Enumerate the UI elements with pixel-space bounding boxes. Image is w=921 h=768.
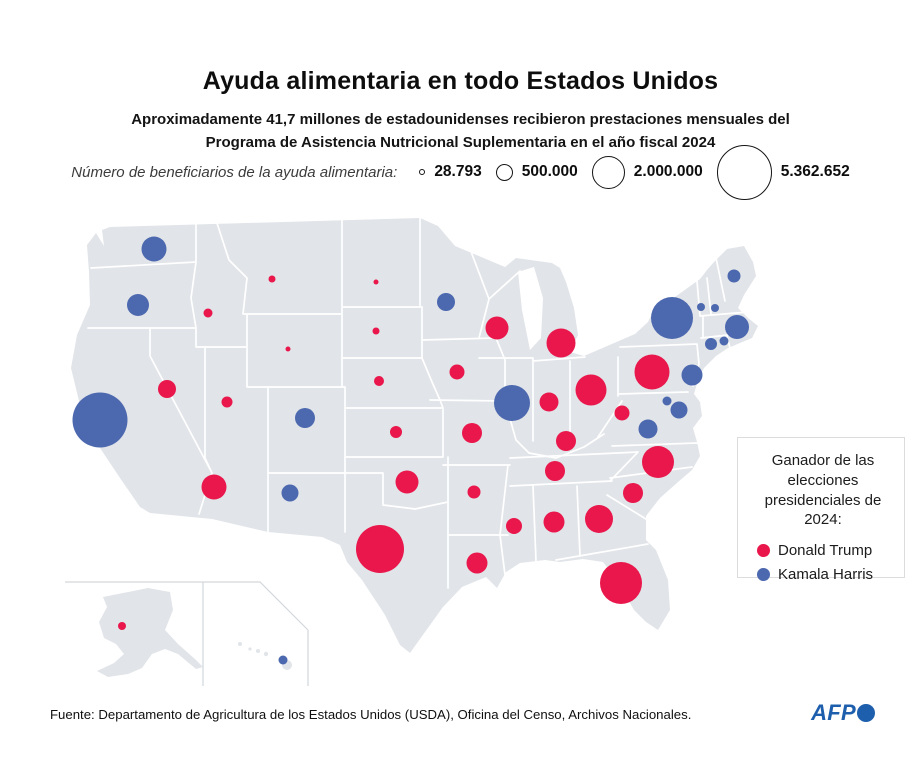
size-circle-max-icon — [716, 144, 772, 200]
bubble-sd — [372, 327, 380, 335]
bubble-az — [201, 474, 227, 500]
bubble-ak — [118, 622, 126, 630]
size-legend-item: 5.362.652 — [716, 144, 850, 200]
bubble-pa — [634, 354, 670, 390]
bubble-hi — [278, 655, 288, 665]
size-circle-icon — [591, 155, 625, 189]
bubble-fl — [600, 562, 642, 604]
bubble-oh — [575, 374, 607, 406]
bubble-ri — [719, 336, 729, 346]
bubble-or — [127, 294, 149, 316]
winner-legend-title: Ganador de las elecciones presidenciales… — [764, 452, 882, 529]
bubble-il — [494, 385, 530, 421]
page-title: Ayuda alimentaria en todo Estados Unidos — [202, 66, 719, 95]
alaska-shape — [97, 588, 203, 677]
bubble-nv — [158, 380, 176, 398]
bubble-tx — [356, 525, 404, 573]
size-legend-item: 28.793 — [419, 163, 482, 181]
bubble-ms — [506, 518, 522, 534]
bubble-ne — [374, 376, 384, 386]
size-legend-item: 500.000 — [495, 163, 578, 181]
winner-legend-item-harris: Kamala Harris — [757, 566, 894, 583]
bubble-wi — [485, 316, 509, 340]
bubble-ut — [221, 396, 233, 408]
bubble-id — [203, 308, 213, 318]
bubble-nc — [642, 446, 674, 478]
page-subtitle: Aproximadamente 41,7 millones de estadou… — [131, 111, 790, 151]
size-value: 500.000 — [521, 163, 578, 180]
bubble-nh — [711, 304, 719, 312]
bubble-vt — [697, 303, 705, 311]
bubble-nm — [281, 484, 299, 502]
bubble-mt — [268, 275, 276, 283]
bubble-md — [670, 401, 688, 419]
size-value: 2.000.000 — [633, 163, 703, 180]
bubble-me — [727, 269, 741, 283]
trump-dot-icon — [757, 544, 770, 558]
bubble-in — [539, 392, 559, 412]
bubble-ar — [467, 485, 481, 499]
bubble-size-legend: Número de beneficiarios de la ayuda alim… — [0, 142, 921, 202]
size-value: 28.793 — [434, 163, 482, 180]
bubble-ca — [72, 392, 128, 448]
bubble-mo — [462, 423, 482, 443]
afp-logo: AFP — [811, 700, 875, 726]
bubble-ia — [449, 364, 465, 380]
bubble-ny — [651, 297, 693, 339]
source-credit: Fuente: Departamento de Agricultura de l… — [50, 707, 692, 722]
bubble-ks — [390, 426, 402, 438]
harris-dot-icon — [757, 568, 770, 582]
bubble-al — [543, 511, 565, 533]
winner-legend-item-trump: Donald Trump — [757, 542, 894, 559]
bubble-ky — [556, 431, 576, 451]
size-value: 5.362.652 — [780, 163, 850, 180]
bubble-va — [638, 419, 658, 439]
bubble-co — [295, 408, 315, 428]
us-mainland-shape — [71, 218, 758, 653]
bubble-de — [662, 396, 672, 406]
election-winner-legend: Ganador de las elecciones presidenciales… — [737, 437, 905, 583]
bubble-nj — [681, 364, 703, 386]
size-circle-icon — [495, 163, 513, 181]
bubble-wv — [614, 405, 630, 421]
size-legend-label: Número de beneficiarios de la ayuda alim… — [71, 163, 398, 181]
bubble-tn — [545, 461, 565, 481]
inset-borders — [65, 581, 309, 686]
bubble-ma — [725, 315, 749, 339]
bubble-wa — [141, 236, 167, 262]
winner-label: Donald Trump — [778, 542, 873, 560]
bubble-ga — [585, 505, 613, 533]
state-bubbles — [72, 236, 749, 665]
bubble-mn — [437, 293, 455, 311]
size-circle-min-icon — [419, 169, 426, 175]
afp-logo-text: AFP — [811, 700, 856, 725]
afp-logo-dot-icon — [857, 704, 875, 722]
bubble-ok — [395, 470, 419, 494]
winner-label: Kamala Harris — [778, 566, 874, 584]
bubble-wy — [285, 346, 291, 352]
bubble-ct — [705, 338, 717, 350]
bubble-nd — [373, 279, 379, 285]
bubble-la — [466, 552, 488, 574]
bubble-sc — [623, 483, 643, 503]
lake-michigan-shape — [518, 267, 543, 350]
bubble-mi — [546, 328, 576, 358]
size-legend-item: 2.000.000 — [591, 155, 703, 189]
